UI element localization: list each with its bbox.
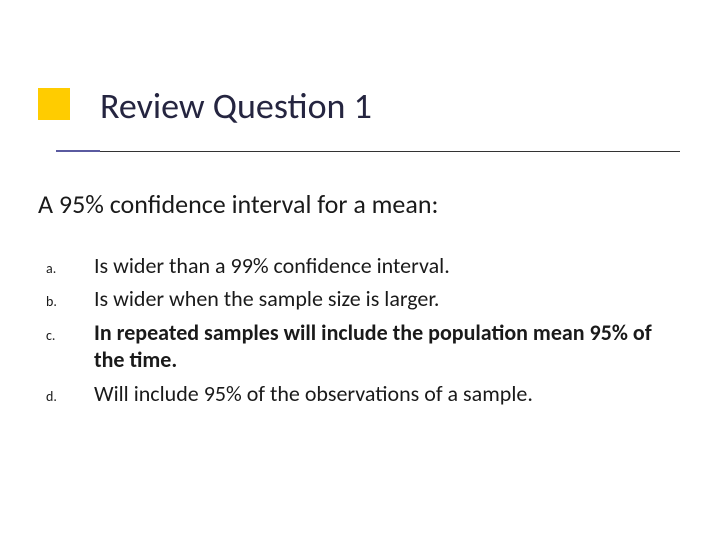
option-label: d. <box>38 380 94 405</box>
option-text: In repeated samples will include the pop… <box>94 319 680 374</box>
option-d: d. Will include 95% of the observations … <box>38 380 680 408</box>
slide-body: A 95% confidence interval for a mean: a.… <box>38 190 680 413</box>
option-a: a. Is wider than a 99% confidence interv… <box>38 252 680 280</box>
slide-title: Review Question 1 <box>100 84 372 128</box>
option-text: Is wider than a 99% confidence interval. <box>94 252 450 280</box>
option-c: c. In repeated samples will include the … <box>38 319 680 374</box>
options-list: a. Is wider than a 99% confidence interv… <box>38 252 680 408</box>
title-rule-icon <box>100 151 680 152</box>
accent-square-icon <box>38 88 70 120</box>
question-stem: A 95% confidence interval for a mean: <box>38 190 680 220</box>
accent-underline-icon <box>56 150 100 152</box>
slide: Review Question 1 A 95% confidence inter… <box>0 0 720 540</box>
option-label: a. <box>38 252 94 277</box>
option-b: b. Is wider when the sample size is larg… <box>38 285 680 313</box>
option-label: b. <box>38 285 94 310</box>
option-text: Is wider when the sample size is larger. <box>94 285 439 313</box>
option-text: Will include 95% of the observations of … <box>94 380 533 408</box>
option-label: c. <box>38 319 94 344</box>
